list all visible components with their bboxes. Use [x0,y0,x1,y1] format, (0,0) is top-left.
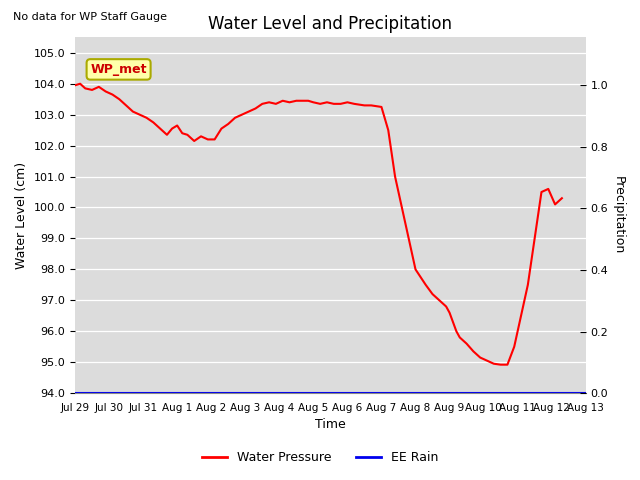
X-axis label: Time: Time [315,419,346,432]
Y-axis label: Water Level (cm): Water Level (cm) [15,162,28,269]
Water Pressure [524,282,532,288]
Text: WP_met: WP_met [90,63,147,76]
Water Pressure [71,83,79,88]
Water Pressure [173,122,181,128]
Line: Water Pressure: Water Pressure [75,84,562,365]
Water Pressure [344,99,351,105]
Y-axis label: Precipitation: Precipitation [612,176,625,254]
Water Pressure [497,362,504,368]
Title: Water Level and Precipitation: Water Level and Precipitation [209,15,452,33]
Water Pressure [558,195,566,201]
Water Pressure [337,101,344,107]
Text: No data for WP Staff Gauge: No data for WP Staff Gauge [13,12,167,22]
Water Pressure [231,115,239,120]
Water Pressure [179,131,186,136]
Legend: Water Pressure, EE Rain: Water Pressure, EE Rain [196,446,444,469]
Water Pressure [76,81,84,86]
